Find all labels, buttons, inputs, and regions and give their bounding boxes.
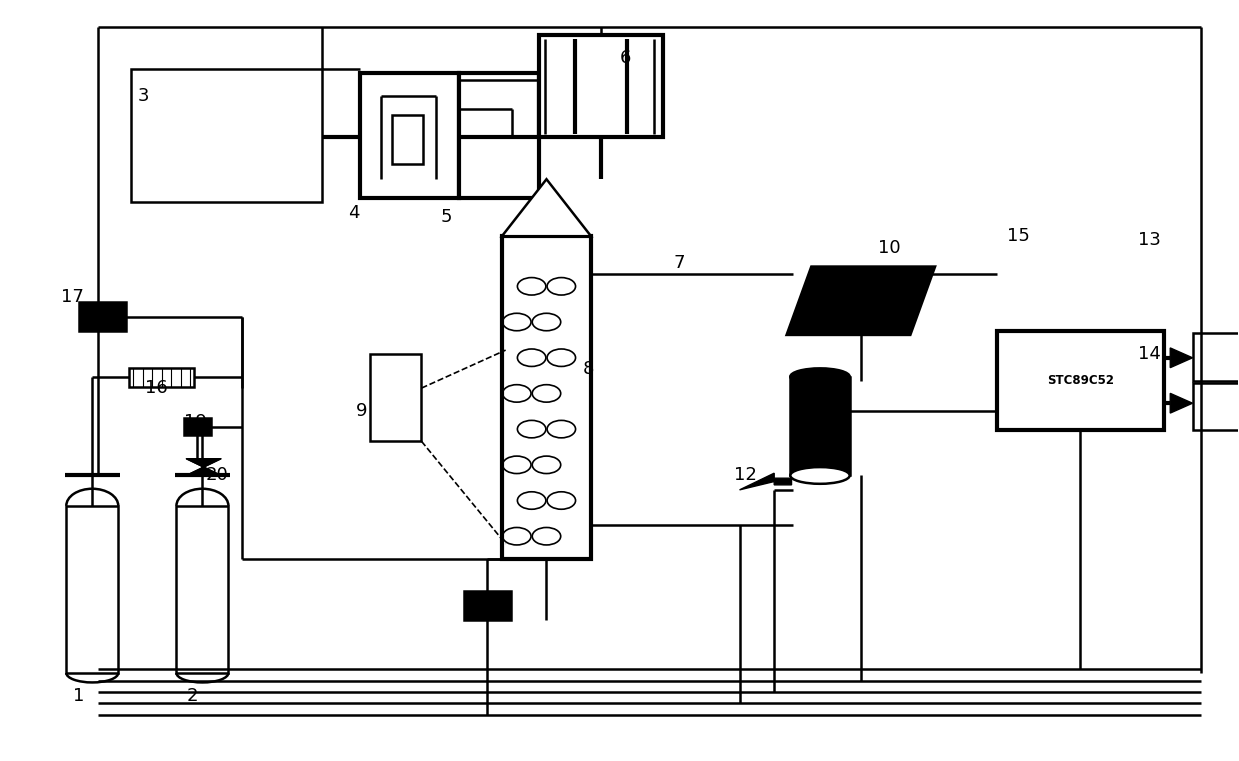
- Text: 5: 5: [441, 209, 452, 226]
- Polygon shape: [186, 459, 221, 476]
- Bar: [539, 35, 663, 138]
- Text: 18: 18: [466, 596, 488, 613]
- Bar: [1192, 383, 1239, 430]
- Text: 20: 20: [206, 466, 229, 485]
- Text: 14: 14: [1137, 345, 1161, 363]
- Text: 12: 12: [735, 466, 757, 485]
- Ellipse shape: [790, 368, 850, 385]
- Text: 16: 16: [145, 379, 169, 397]
- Polygon shape: [502, 179, 591, 236]
- Bar: [176, 506, 228, 673]
- Text: STC89C52: STC89C52: [1047, 374, 1114, 387]
- Polygon shape: [1171, 393, 1192, 413]
- Text: 17: 17: [61, 288, 84, 306]
- Bar: [130, 69, 322, 202]
- Polygon shape: [1171, 348, 1192, 368]
- Text: 10: 10: [878, 238, 901, 256]
- Bar: [129, 368, 193, 387]
- Ellipse shape: [790, 467, 850, 484]
- Text: 1: 1: [73, 686, 84, 705]
- Text: 19: 19: [183, 413, 207, 431]
- Bar: [463, 591, 510, 619]
- Text: 9: 9: [357, 402, 368, 420]
- Polygon shape: [740, 473, 792, 490]
- Text: 8: 8: [582, 360, 595, 378]
- Bar: [369, 354, 421, 441]
- Bar: [359, 73, 458, 198]
- Text: 11: 11: [814, 436, 836, 454]
- Bar: [502, 236, 591, 559]
- Text: 13: 13: [1137, 231, 1161, 249]
- Bar: [183, 419, 211, 435]
- Text: 7: 7: [673, 253, 685, 272]
- Text: 15: 15: [1006, 228, 1030, 245]
- Text: 3: 3: [138, 87, 149, 105]
- Bar: [997, 331, 1165, 430]
- Text: 6: 6: [620, 49, 632, 67]
- Bar: [458, 73, 539, 198]
- Bar: [790, 377, 850, 476]
- Bar: [392, 115, 422, 164]
- Text: 4: 4: [348, 205, 359, 222]
- Bar: [67, 506, 118, 673]
- Bar: [78, 302, 125, 331]
- Text: 2: 2: [187, 686, 198, 705]
- Polygon shape: [787, 266, 935, 335]
- Bar: [1192, 333, 1239, 380]
